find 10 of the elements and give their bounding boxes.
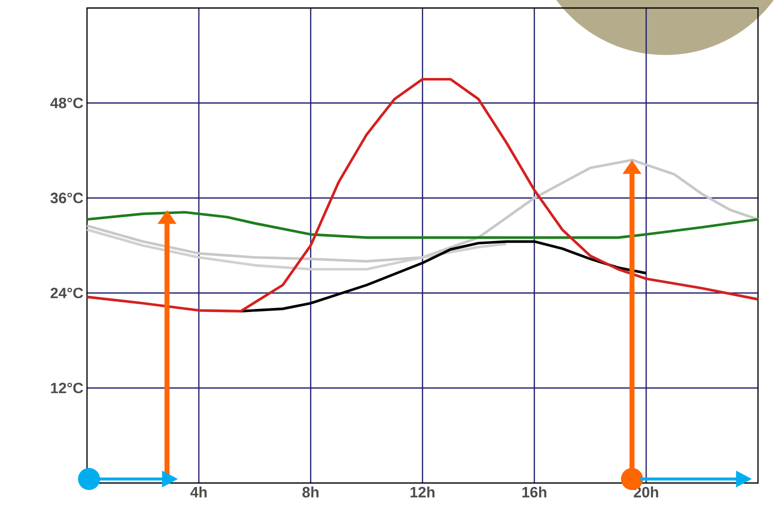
y-tick-label: 12°C (51, 382, 84, 394)
y-tick-label: 24°C (50, 288, 84, 298)
line-series (239, 240, 648, 312)
line-series (86, 78, 760, 312)
x-tick-label: 12h (410, 486, 434, 498)
x-tick-label: 4h (190, 486, 207, 498)
x-tick-label: 8h (302, 486, 318, 498)
y-tick-label: 36°C (50, 192, 84, 204)
y-tick-label: 48°C (50, 98, 84, 108)
x-tick-label: 16h (522, 486, 546, 498)
